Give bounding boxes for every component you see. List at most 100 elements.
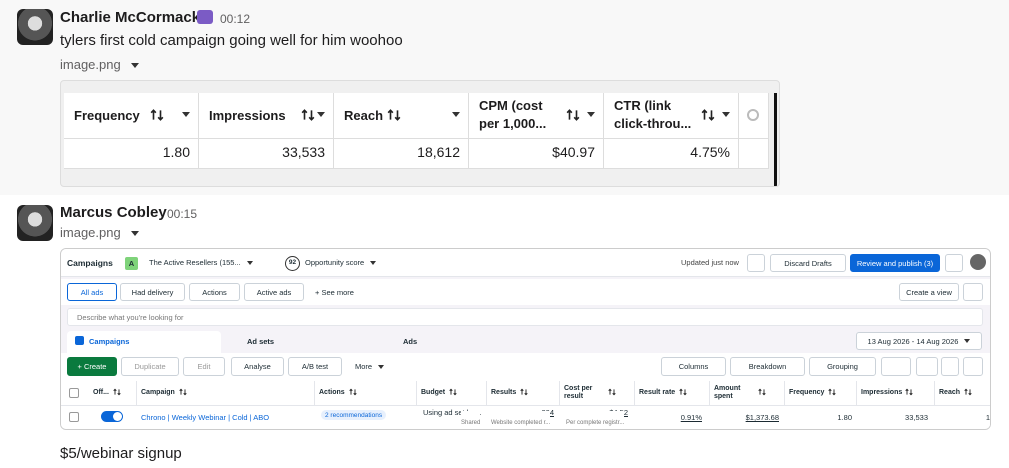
header-label[interactable]: Cost per result [564,385,593,400]
date-range[interactable]: 13 Aug 2026 - 14 Aug 2026 [867,336,959,346]
sort-icon[interactable] [520,388,528,396]
header-label[interactable]: Actions [319,389,345,396]
sort[interactable] [113,388,121,398]
filter-tab[interactable]: Had delivery [120,283,185,301]
avatar[interactable] [17,9,53,45]
column-header[interactable]: Off... [89,381,137,405]
header-label[interactable]: CPM (cost per 1,000... [479,98,547,131]
checkbox[interactable] [69,412,79,422]
score-label[interactable]: Opportunity score [305,258,365,267]
sort[interactable] [301,108,315,127]
tab-label[interactable]: Ad sets [247,337,275,346]
sort-icon[interactable] [179,388,187,396]
sort[interactable] [608,388,616,398]
sort-icon[interactable] [150,108,164,122]
header-label[interactable]: Reach [939,389,961,396]
caret[interactable] [722,112,730,117]
sort[interactable] [520,388,528,398]
sort[interactable] [701,108,715,127]
sort-icon[interactable] [905,388,913,396]
timestamp[interactable]: 00:15 [167,207,198,221]
header-label[interactable]: Results [491,389,517,396]
sort-icon[interactable] [828,388,837,396]
date-picker[interactable]: 13 Aug 2026 - 14 Aug 2026 [856,332,982,350]
score-link[interactable]: Opportunity score [305,258,377,267]
caret[interactable] [317,112,325,117]
search-box[interactable] [67,308,983,326]
header-cell[interactable] [469,93,604,139]
more-label[interactable]: More [355,362,373,371]
caret[interactable] [452,112,460,117]
refresh-button[interactable] [747,254,765,272]
header-label[interactable]: Frequency [74,108,140,123]
duplicate-button[interactable]: Duplicate [121,357,179,376]
sort-icon[interactable] [349,388,357,396]
create-button[interactable]: + Create [67,357,117,376]
account-name[interactable]: The Active Resellers (155... [149,258,241,267]
timestamp[interactable]: 00:12 [220,12,251,26]
file-name[interactable]: image.png [60,57,121,72]
tab-label[interactable]: Ads [403,337,418,346]
sort[interactable] [449,388,457,398]
filter-tab[interactable]: All ads [67,283,117,301]
sort[interactable] [387,108,401,127]
table-image[interactable]: Frequency 1.80 Impressions 33,533 Reach 18,61… [60,80,780,187]
sort[interactable] [758,388,766,398]
caret[interactable] [964,339,971,343]
author[interactable]: Marcus Cobley [60,204,167,221]
caret[interactable] [378,365,385,370]
amount-spent[interactable]: $1,373.68 [745,405,779,429]
header-label[interactable]: Result rate [639,389,676,396]
sort[interactable] [566,108,580,127]
column-header[interactable]: Reach [935,381,990,405]
header-label[interactable]: Reach [344,108,384,123]
publish-button[interactable]: Review and publish (3) [850,254,940,272]
breakdown-button[interactable]: Breakdown [730,357,805,376]
tab-label[interactable]: Campaigns [89,337,130,346]
tool-button[interactable] [916,357,938,376]
sort-icon[interactable] [758,388,766,396]
sort-icon[interactable] [964,388,972,396]
sort[interactable] [349,388,357,398]
column-header[interactable]: Amount spent [710,381,785,405]
sort-icon[interactable] [301,108,315,122]
account-select[interactable]: The Active Resellers (155... [149,258,253,267]
caret[interactable] [182,112,190,117]
checkbox[interactable] [69,388,79,398]
grouping-button[interactable]: Grouping [809,357,876,376]
sort[interactable] [828,388,837,398]
sort-icon[interactable] [566,108,580,122]
edit-button[interactable]: Edit [183,357,225,376]
caret[interactable] [130,231,139,237]
caret[interactable] [370,261,377,266]
see-more[interactable]: + See more [315,288,354,297]
header-cell[interactable] [604,93,739,139]
caret[interactable] [587,112,595,117]
sort[interactable] [179,388,187,398]
sort-icon[interactable] [449,388,457,396]
column-header[interactable]: Frequency [785,381,857,405]
header-label[interactable]: Impressions [209,108,286,123]
add-icon[interactable] [747,109,759,121]
header-label[interactable]: Amount spent [714,385,741,400]
attachment-name[interactable]: image.png [60,225,139,240]
toggle[interactable] [101,411,123,422]
avatar[interactable] [17,205,53,241]
campaign-name[interactable]: Chrono | Weekly Webinar | Cold | ABO [141,405,270,429]
sort[interactable] [964,388,972,398]
caret[interactable] [130,63,139,69]
attachment-name[interactable]: image.png [60,57,139,72]
author[interactable]: Charlie McCormack [60,9,201,26]
file-name[interactable]: image.png [60,225,121,240]
create-view-button[interactable]: Create a view [899,283,959,301]
header-label[interactable]: Frequency [789,389,825,396]
tab-active[interactable] [67,331,221,355]
ab-test-button[interactable]: A/B test [288,357,342,376]
sort-icon[interactable] [608,388,616,396]
caret[interactable] [246,261,253,266]
tool-button[interactable] [881,357,911,376]
header-label[interactable]: CTR (link click-throu... [614,98,692,131]
header-cell[interactable] [64,93,199,139]
ads-manager-image[interactable]: Campaigns A The Active Resellers (155...… [60,248,991,430]
recommendations[interactable]: 2 recommendations [321,410,387,420]
